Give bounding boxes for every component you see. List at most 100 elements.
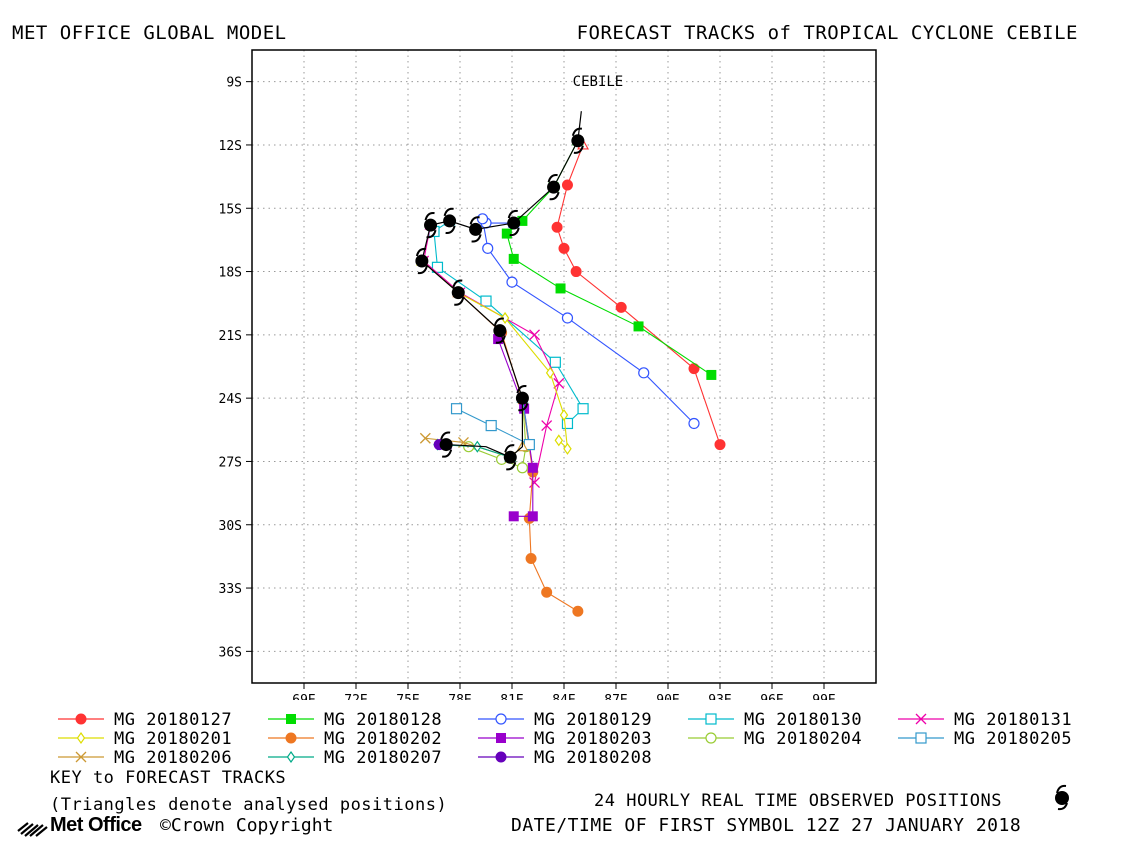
marker-circle-open <box>476 213 489 225</box>
key-title: KEY to FORECAST TRACKS <box>50 768 287 788</box>
cyclone-arm <box>507 209 518 219</box>
y-tick-label: 21S <box>219 329 242 344</box>
cyclone-arm <box>441 449 453 458</box>
marker-square-open <box>480 295 492 307</box>
legend-swatch <box>688 713 734 725</box>
legend-label: MG 20180131 <box>954 710 1073 730</box>
track-line <box>506 140 712 376</box>
cyclone-arm <box>426 229 437 239</box>
marker-x <box>541 420 553 432</box>
cyclone-arm <box>549 191 560 201</box>
observed-position-cyclone-icon <box>503 444 517 471</box>
marker-circle <box>495 751 507 763</box>
y-tick-label: 30S <box>219 519 242 534</box>
header-left-title: MET OFFICE GLOBAL MODEL <box>12 22 287 44</box>
y-tick-label: 33S <box>219 582 242 597</box>
header-right-title: FORECAST TRACKS of TROPICAL CYCLONE CEBI… <box>576 22 1078 44</box>
observed-position-cyclone-icon <box>443 207 457 235</box>
marker-circle <box>561 179 573 191</box>
marker-square-open <box>549 356 561 368</box>
cyclone-arm <box>547 174 558 183</box>
legend-swatch <box>478 733 524 743</box>
marker-circle <box>541 586 553 598</box>
legend-label: MG 20180206 <box>114 748 233 768</box>
legend-item: MG 20180202 <box>268 729 473 749</box>
cyclone-arm <box>452 279 463 288</box>
y-tick-label: 18S <box>219 266 242 281</box>
track-mg-20180129 <box>476 213 700 430</box>
marker-x <box>529 329 540 341</box>
forecast-track-chart: 69E 72E 75E 78E 81E 84E 87E 90E 93E 96E 99E 9S 12S 15… <box>219 49 877 700</box>
legend-item: MG 20180207 <box>268 748 473 768</box>
cyclone-arm <box>571 127 583 137</box>
marker-square <box>508 253 519 264</box>
cyclone-arm <box>443 207 454 217</box>
marker-circle <box>615 301 627 313</box>
legend-item: MG 20180201 <box>58 729 263 749</box>
cyclone-arm <box>445 225 456 235</box>
y-tick-label: 27S <box>219 455 242 470</box>
x-tick-label: 72E <box>344 693 367 700</box>
marker-x <box>75 751 87 763</box>
x-tick-label: 75E <box>396 693 419 700</box>
x-tick-label: 96E <box>760 693 783 700</box>
legend-label: MG 20180129 <box>534 710 653 730</box>
marker-circle <box>572 605 584 617</box>
y-tick-label: 36S <box>219 645 242 660</box>
cyclone-arm <box>506 461 517 471</box>
legend-swatch <box>688 732 734 744</box>
x-tick-label: 78E <box>448 693 471 700</box>
cyclone-core <box>571 134 585 148</box>
observed-position-cyclone-icon <box>415 247 429 275</box>
cyclone-arm <box>471 234 482 243</box>
legend-item: MG 20180131 <box>898 710 1103 730</box>
legend-swatch <box>58 713 104 725</box>
marker-square <box>501 228 512 239</box>
marker-diamond <box>554 434 564 447</box>
copyright: ©Crown Copyright <box>160 815 334 836</box>
legend-swatch <box>268 750 314 764</box>
marker-circle-open <box>561 312 574 324</box>
legend-item: MG 20180128 <box>268 710 473 730</box>
marker-circle <box>570 266 582 278</box>
cyclone-arm <box>424 212 435 221</box>
marker-x <box>915 713 927 725</box>
marker-circle-open <box>638 367 650 379</box>
marker-circle <box>285 732 297 744</box>
marker-circle <box>525 553 537 565</box>
x-tick-label: 69E <box>292 693 315 700</box>
key-note: (Triangles denote analysed positions) <box>50 795 448 815</box>
track-line <box>556 144 721 445</box>
marker-square-open <box>577 403 589 415</box>
cyclone-core <box>507 216 521 230</box>
cyclone-arm <box>573 145 584 154</box>
marker-square <box>508 511 519 522</box>
observed-position-cyclone-icon <box>439 431 453 458</box>
marker-square <box>633 321 644 332</box>
legend-item: MG 20180205 <box>898 729 1103 749</box>
legend-swatch <box>268 714 314 724</box>
legend-item: MG 20180127 <box>58 710 263 730</box>
marker-circle-open <box>705 732 717 744</box>
marker-square <box>496 733 506 743</box>
legend-swatch <box>898 713 944 725</box>
marker-circle-open <box>506 276 518 288</box>
legend-swatch <box>268 732 314 744</box>
cyclone-arm <box>493 317 505 326</box>
cyclone-core <box>439 438 453 452</box>
x-tick-label: 93E <box>708 693 731 700</box>
legend-label: MG 20180208 <box>534 748 653 768</box>
x-tick-label: 81E <box>500 693 523 700</box>
cyclone-arm <box>454 297 465 306</box>
marker-square <box>527 511 538 522</box>
track-mg-20180127 <box>551 138 726 451</box>
marker-square-open <box>915 732 927 744</box>
marker-x <box>553 377 565 389</box>
marker-x <box>529 477 540 489</box>
track-line <box>457 292 579 612</box>
marker-circle <box>558 242 570 254</box>
first-symbol-time: DATE/TIME OF FIRST SYMBOL 12Z 27 JANUARY… <box>511 815 1022 836</box>
x-tick-label: 90E <box>656 693 679 700</box>
legend-item: MG 20180204 <box>688 729 893 749</box>
plot-frame <box>251 49 877 684</box>
